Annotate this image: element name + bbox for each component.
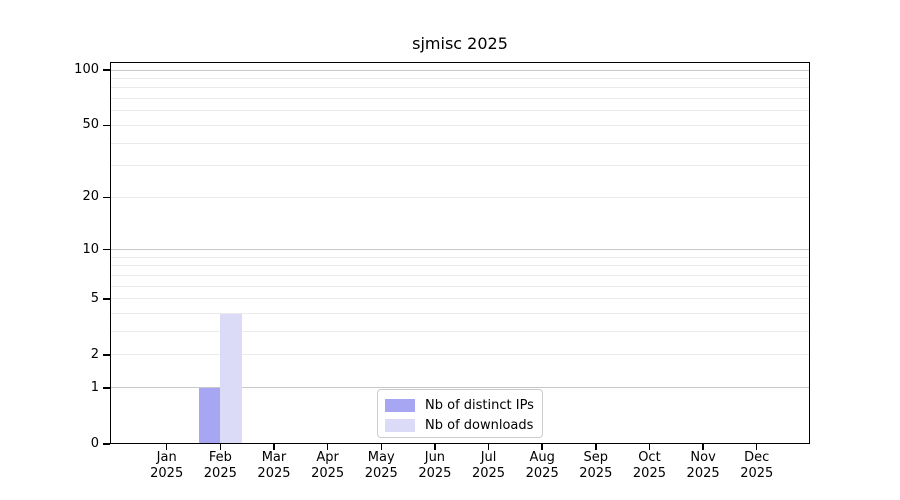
x-tick-aug <box>541 444 543 450</box>
gridline-minor-40 <box>110 142 810 144</box>
y-tick-label-10: 10 <box>82 241 99 257</box>
gridline-minor-30 <box>110 165 810 167</box>
x-tick-label-nov: Nov 2025 <box>671 450 735 481</box>
x-label-month: Jul <box>480 450 497 465</box>
gridline-minor-60 <box>110 110 810 112</box>
gridline-minor-80 <box>110 87 810 89</box>
x-tick-label-jun: Jun 2025 <box>403 450 467 481</box>
y-tick-label-1: 1 <box>90 379 99 395</box>
legend-item-nb-of-distinct-ips: Nb of distinct IPs <box>385 395 534 415</box>
y-tick-label-5: 5 <box>90 290 99 306</box>
x-tick-label-jan: Jan 2025 <box>135 450 199 481</box>
x-tick-label-sep: Sep 2025 <box>564 450 628 481</box>
x-tick-nov <box>702 444 704 450</box>
x-tick-label-may: May 2025 <box>349 450 413 481</box>
y-tick-10 <box>103 248 110 251</box>
y-tick-label-0: 0 <box>90 436 99 451</box>
y-tick-2 <box>103 354 110 356</box>
x-label-year: 2025 <box>471 465 506 481</box>
y-tick-1 <box>103 387 110 389</box>
plot-area: Nb of distinct IPs Nb of downloads <box>110 62 810 444</box>
gridline-major-10 <box>110 249 810 251</box>
gridline-major-100 <box>110 69 810 71</box>
x-label-month: Nov <box>690 450 716 465</box>
x-tick-sep <box>595 444 597 450</box>
gridline-minor-70 <box>110 98 810 100</box>
legend-swatch-nb-of-downloads <box>385 418 415 432</box>
x-tick-dec <box>755 444 758 450</box>
gridline-minor-2 <box>110 354 810 356</box>
gridline-minor-6 <box>110 285 810 287</box>
y-tick-20 <box>103 196 110 199</box>
x-label-year: 2025 <box>632 465 666 481</box>
gridline-major-1 <box>110 387 810 389</box>
y-tick-label-50: 50 <box>82 117 99 133</box>
x-tick-oct <box>648 444 651 450</box>
y-tick-label-2: 2 <box>90 346 99 362</box>
x-label-year: 2025 <box>525 465 559 481</box>
gridline-minor-3 <box>110 331 810 333</box>
legend-label-nb-of-distinct-ips: Nb of distinct IPs <box>425 397 534 413</box>
x-tick-mar <box>273 444 275 450</box>
x-tick-jun <box>434 444 436 450</box>
x-label-month: Apr <box>316 450 339 465</box>
y-tick-0 <box>103 443 110 445</box>
x-tick-label-feb: Feb 2025 <box>188 450 252 481</box>
x-tick-jul <box>487 444 490 450</box>
gridline-minor-9 <box>110 256 810 258</box>
x-tick-jan <box>165 444 168 450</box>
x-tick-label-mar: Mar 2025 <box>242 450 306 481</box>
y-tick-100 <box>103 69 110 71</box>
x-tick-label-aug: Aug 2025 <box>510 450 574 481</box>
x-label-year: 2025 <box>203 465 237 481</box>
x-label-month: Feb <box>208 450 232 465</box>
bar-nb-of-distinct-ips-feb <box>198 387 221 444</box>
x-label-month: Sep <box>583 450 609 465</box>
x-label-year: 2025 <box>257 465 291 481</box>
x-label-month: Jan <box>156 450 177 465</box>
x-label-month: Dec <box>744 450 770 465</box>
gridline-minor-8 <box>110 265 810 267</box>
y-tick-5 <box>103 298 110 300</box>
legend-item-nb-of-downloads: Nb of downloads <box>385 415 534 435</box>
x-label-month: Mar <box>261 450 287 465</box>
x-label-year: 2025 <box>686 465 720 481</box>
y-tick-50 <box>103 124 110 127</box>
x-label-year: 2025 <box>418 465 452 481</box>
x-label-year: 2025 <box>150 465 184 481</box>
gridline-minor-7 <box>110 274 810 276</box>
x-label-month: Jun <box>424 450 446 465</box>
x-tick-feb <box>219 444 222 450</box>
legend-swatch-nb-of-distinct-ips <box>385 398 415 412</box>
gridline-minor-50 <box>110 124 810 126</box>
legend-label-nb-of-downloads: Nb of downloads <box>425 417 534 433</box>
x-label-month: Aug <box>529 450 555 465</box>
x-label-month: Oct <box>638 450 661 465</box>
y-tick-label-20: 20 <box>82 189 99 205</box>
legend: Nb of distinct IPs Nb of downloads <box>377 389 543 438</box>
x-label-year: 2025 <box>311 465 345 481</box>
x-tick-label-jul: Jul 2025 <box>457 450 521 481</box>
y-tick-label-100: 100 <box>74 62 99 77</box>
x-label-year: 2025 <box>364 465 398 481</box>
x-tick-may <box>380 444 382 450</box>
x-label-year: 2025 <box>579 465 613 481</box>
x-label-month: May <box>367 450 395 465</box>
gridline-minor-4 <box>110 313 810 315</box>
x-tick-label-dec: Dec 2025 <box>725 450 789 481</box>
x-tick-label-apr: Apr 2025 <box>296 450 360 481</box>
gridline-minor-90 <box>110 77 810 79</box>
x-tick-apr <box>326 444 329 450</box>
chart-title: sjmisc 2025 <box>412 34 508 53</box>
x-label-year: 2025 <box>740 465 774 481</box>
gridline-minor-20 <box>110 196 810 198</box>
bar-nb-of-downloads-feb <box>220 313 242 444</box>
gridline-minor-5 <box>110 298 810 300</box>
x-tick-label-oct: Oct 2025 <box>617 450 681 481</box>
